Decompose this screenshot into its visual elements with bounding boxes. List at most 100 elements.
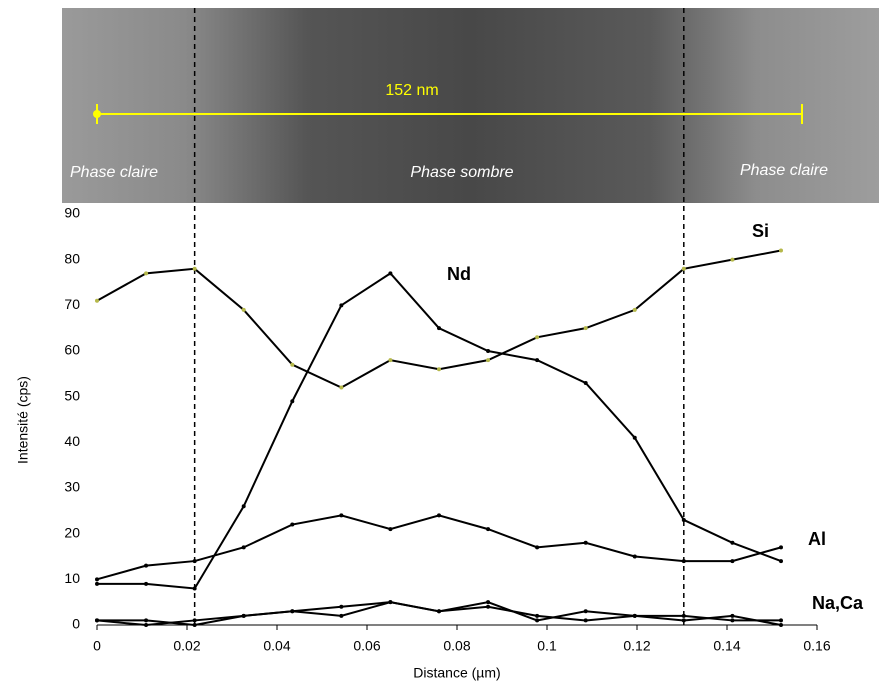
point <box>632 435 637 440</box>
point <box>535 618 540 623</box>
series-label: Si <box>752 221 769 241</box>
point <box>535 545 540 550</box>
point <box>486 600 491 605</box>
point <box>241 504 246 509</box>
point <box>486 527 491 532</box>
point <box>437 326 441 331</box>
point <box>388 271 393 276</box>
point <box>95 577 99 582</box>
point <box>486 358 491 363</box>
point <box>144 271 149 276</box>
point <box>779 248 783 253</box>
point <box>241 613 246 618</box>
series-line <box>96 249 782 389</box>
micrograph <box>62 8 879 203</box>
point <box>339 303 344 308</box>
point <box>486 604 491 609</box>
x-tick-label: 0.14 <box>713 638 740 654</box>
point <box>290 609 295 614</box>
series-line <box>97 601 781 627</box>
x-tick-label: 0.12 <box>623 638 650 654</box>
point <box>583 540 588 545</box>
point <box>486 349 491 353</box>
point <box>632 307 637 312</box>
point <box>730 618 735 623</box>
y-tick-label: 90 <box>64 205 80 221</box>
y-tick-label: 30 <box>64 479 80 495</box>
point <box>730 540 735 545</box>
scale-bar-dot <box>93 110 101 118</box>
point <box>95 298 99 303</box>
point <box>681 618 686 623</box>
point <box>290 399 295 404</box>
y-tick-label: 80 <box>64 250 80 266</box>
point <box>339 613 344 618</box>
point <box>730 613 735 618</box>
y-tick-label: 20 <box>64 524 80 540</box>
point <box>437 513 441 518</box>
x-axis-label: Distance (µm) <box>413 665 500 681</box>
phase-label: Phase claire <box>740 162 828 179</box>
scale-label: 152 nm <box>385 82 438 99</box>
x-tick-label: 0.06 <box>353 638 380 654</box>
x-tick-label: 0.02 <box>173 638 200 654</box>
y-tick-label: 50 <box>64 387 80 403</box>
point <box>95 581 99 586</box>
point <box>583 618 588 623</box>
point <box>241 307 246 312</box>
point <box>779 618 783 623</box>
series-label: Nd <box>447 264 471 284</box>
point <box>730 257 735 262</box>
point <box>632 554 637 559</box>
point <box>339 604 344 609</box>
x-tick-label: 0.04 <box>263 638 290 654</box>
x-tick-label: 0.16 <box>803 638 830 654</box>
series-line <box>96 514 782 581</box>
point <box>437 367 441 372</box>
series-line <box>97 272 782 590</box>
point <box>583 326 588 331</box>
phase-label: Phase claire <box>70 164 158 181</box>
point <box>583 609 588 614</box>
phase-label: Phase sombre <box>410 164 513 181</box>
point <box>290 362 295 367</box>
series-label: Al <box>808 529 826 549</box>
point <box>339 385 344 390</box>
point <box>388 600 393 605</box>
point <box>144 623 149 627</box>
point <box>339 513 344 518</box>
series-line <box>96 601 782 627</box>
y-tick-label: 60 <box>64 342 80 358</box>
point <box>681 266 686 271</box>
point <box>779 559 783 564</box>
point <box>388 358 393 363</box>
point <box>535 613 540 618</box>
y-tick-label: 70 <box>64 296 80 312</box>
point <box>144 618 149 623</box>
x-tick-label: 0.08 <box>443 638 470 654</box>
point <box>241 545 246 550</box>
point <box>730 559 735 564</box>
point <box>290 522 295 527</box>
point <box>681 517 686 522</box>
point <box>437 609 441 614</box>
y-tick-label: 40 <box>64 433 80 449</box>
point <box>192 266 197 271</box>
point <box>535 335 540 340</box>
point <box>388 527 393 532</box>
x-tick-label: 0 <box>93 638 101 654</box>
point <box>144 563 149 568</box>
point <box>95 618 99 623</box>
point <box>192 623 197 627</box>
point <box>583 380 588 385</box>
point <box>535 358 540 363</box>
point <box>779 545 783 550</box>
x-tick-label: 0.1 <box>537 638 557 654</box>
point <box>632 613 637 618</box>
series-label: Na,Ca <box>812 593 864 613</box>
point <box>192 559 197 564</box>
point <box>144 581 149 586</box>
point <box>192 586 197 591</box>
y-tick-label: 0 <box>72 616 80 632</box>
